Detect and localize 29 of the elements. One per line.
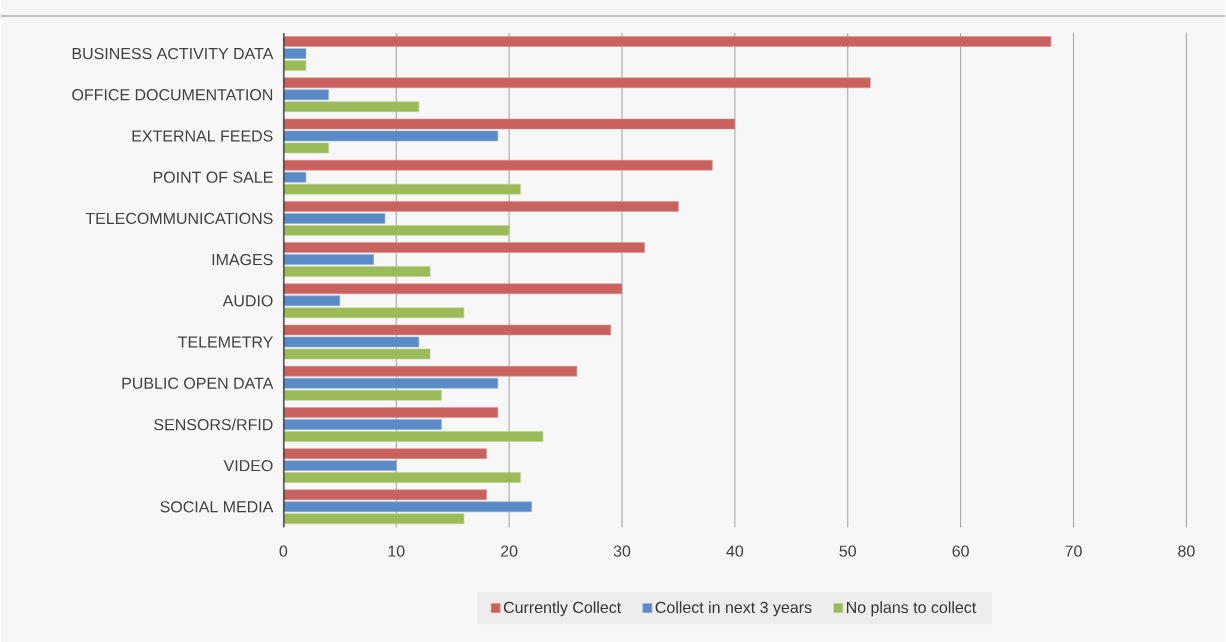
y-tick-label: SENSORS/RFID xyxy=(154,418,273,431)
y-tick-label: OFFICE DOCUMENTATION xyxy=(72,88,273,101)
x-tick-label: 10 xyxy=(388,545,405,557)
bar xyxy=(283,77,871,88)
y-tick-label: SOCIAL MEDIA xyxy=(160,501,274,513)
y-tick-label: AUDIO xyxy=(222,295,273,307)
y-tick-label: IMAGES xyxy=(212,253,273,266)
x-tick-label: 70 xyxy=(1065,545,1082,557)
bar xyxy=(283,159,713,171)
legend-label: Currently Collect xyxy=(503,601,622,617)
x-tick-label: 60 xyxy=(952,545,969,557)
x-tick-label: 20 xyxy=(501,545,518,557)
y-tick-label: VIDEO xyxy=(223,459,273,472)
y-tick-label: TELEMETRY xyxy=(178,336,273,348)
x-tick-label: 0 xyxy=(279,545,288,557)
y-tick-label: POINT OF SALE xyxy=(153,171,273,183)
bar xyxy=(283,201,679,212)
x-tick-label: 40 xyxy=(726,545,744,557)
y-tick-label: TELECOMMUNICATIONS xyxy=(85,212,273,224)
x-tick-label: 80 xyxy=(1178,545,1195,557)
y-tick-label: BUSINESS ACTIVITY DATA xyxy=(72,47,274,60)
x-tick-label: 30 xyxy=(613,545,631,557)
legend-label: Collect in next 3 years xyxy=(655,601,812,617)
y-tick-label: PUBLIC OPEN DATA xyxy=(122,377,274,389)
bar xyxy=(283,242,645,253)
legend-label: No plans to collect xyxy=(846,601,977,617)
x-tick-label: 50 xyxy=(839,545,857,557)
y-tick-label: EXTERNAL FEEDS xyxy=(132,130,273,142)
bar xyxy=(283,36,1052,47)
